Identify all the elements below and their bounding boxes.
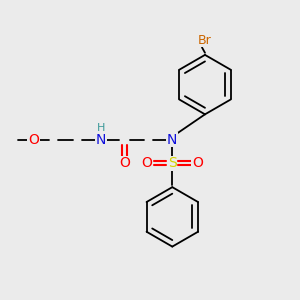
Text: S: S [168,156,177,170]
Text: Br: Br [198,34,212,46]
Text: N: N [167,133,178,147]
Text: O: O [119,156,130,170]
Text: N: N [96,133,106,147]
Text: O: O [142,156,152,170]
Text: O: O [192,156,203,170]
Text: O: O [28,133,39,147]
Text: H: H [97,123,105,133]
